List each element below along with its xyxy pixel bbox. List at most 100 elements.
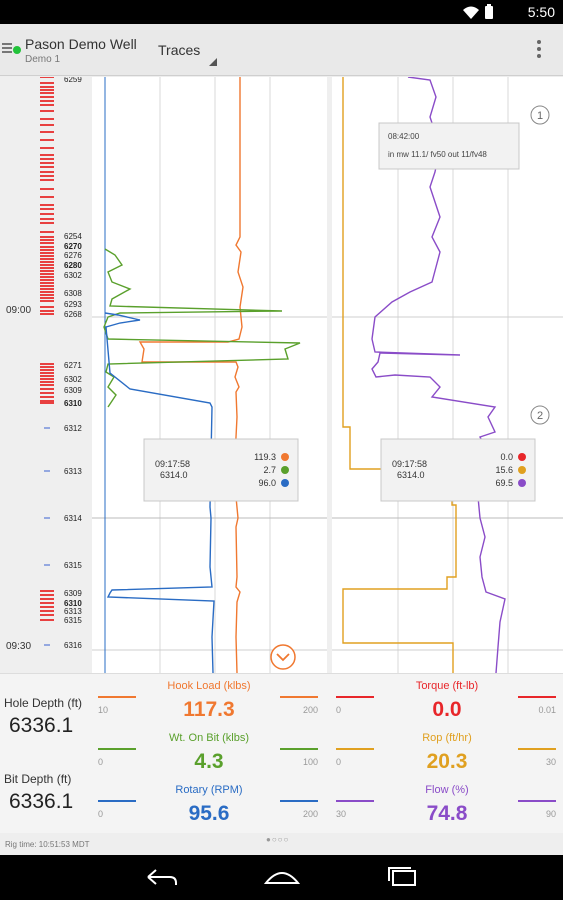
depth-column: 6259625462706276628063026308629362686271… — [40, 77, 82, 650]
traces-chart[interactable]: 6259625462706276628063026308629362686271… — [0, 77, 563, 673]
readout-min: 0 — [98, 809, 104, 819]
annotation-marker-1[interactable] — [530, 105, 550, 125]
view-selector[interactable]: Traces — [158, 42, 201, 58]
battery-icon — [485, 6, 493, 19]
depth-label: 6302 — [64, 271, 82, 280]
readout-min: 0 — [98, 757, 104, 767]
depth-label: 6293 — [64, 300, 82, 309]
readout-line-left — [336, 800, 374, 802]
annotation-time: 08:42:00 — [388, 132, 420, 141]
readout-max: 200 — [302, 809, 318, 819]
readout-value: 0.0 — [432, 698, 462, 721]
readout-max: 100 — [302, 757, 318, 767]
connection-status-dot — [13, 46, 21, 54]
rotary-trace — [104, 312, 215, 673]
readout-label: Torque (ft-lb) — [415, 680, 479, 692]
readout-line-right — [280, 800, 318, 802]
series-dot-icon — [281, 479, 289, 487]
depth-label: 6309 — [64, 386, 82, 395]
series-dot-icon — [518, 479, 526, 487]
readout-line-right — [518, 748, 556, 750]
depth-label: 6259 — [64, 77, 82, 84]
annotation-marker-2[interactable] — [530, 405, 550, 425]
readout-max: 90 — [545, 809, 556, 819]
time-axis: 09:00 09:30 — [6, 305, 31, 652]
readout-max: 30 — [545, 757, 556, 767]
home-icon[interactable] — [262, 865, 302, 889]
readouts-panel: Hole Depth (ft) 6336.1 Bit Depth (ft) 63… — [0, 673, 563, 849]
depth-label: 6313 — [64, 607, 82, 616]
readout-cell[interactable]: Flow (%) 74.8 30 90 — [332, 778, 562, 830]
app-bar: Pason Demo Well Demo 1 Traces — [0, 24, 563, 76]
tooltip-time: 09:17:58 — [392, 459, 427, 469]
marker-2-label: 2 — [537, 410, 543, 422]
readout-line-left — [336, 748, 374, 750]
readout-line-left — [98, 696, 136, 698]
depth-label: 6310 — [64, 599, 82, 608]
readout-label: Hook Load (klbs) — [167, 680, 251, 692]
well-subtitle: Demo 1 — [25, 54, 61, 65]
bit-depth-value: 6336.1 — [9, 790, 74, 813]
depth-label: 6308 — [64, 289, 82, 298]
tooltip-value: 69.5 — [495, 478, 513, 488]
depth-label: 6302 — [64, 375, 82, 384]
depth-label: 6315 — [64, 616, 82, 625]
scroll-down-button[interactable] — [270, 644, 296, 670]
depth-label: 6276 — [64, 251, 82, 260]
readout-value: 95.6 — [188, 802, 230, 825]
depth-label: 6271 — [64, 361, 82, 370]
depth-label: 6280 — [64, 261, 82, 270]
time-label: 09:00 — [6, 305, 31, 316]
readout-max: 200 — [302, 705, 318, 715]
series-dot-icon — [518, 466, 526, 474]
readout-cell[interactable]: Rotary (RPM) 95.6 0 200 — [94, 778, 324, 830]
readout-cell[interactable]: Rop (ft/hr) 20.3 0 30 — [332, 726, 562, 778]
page-indicator[interactable]: ●○○○ — [266, 835, 290, 844]
readout-line-right — [280, 696, 318, 698]
marker-1-label: 1 — [537, 110, 543, 122]
tooltip-value: 2.7 — [263, 465, 276, 475]
status-time: 5:50 — [527, 4, 555, 20]
readout-max: 0.01 — [538, 705, 556, 715]
annotation-popup[interactable]: 08:42:00 in mw 11.1/ fv50 out 11/fv48 — [378, 122, 520, 170]
chevron-down-icon — [276, 653, 290, 662]
flow-trace — [371, 77, 506, 673]
back-icon[interactable] — [140, 865, 180, 889]
readout-cell[interactable]: Torque (ft-lb) 0.0 0 0.01 — [332, 674, 562, 726]
time-label: 09:30 — [6, 641, 31, 652]
tooltip-value: 15.6 — [495, 465, 513, 475]
depth-label: 6316 — [64, 641, 82, 650]
weight-on-bit-trace — [103, 248, 301, 408]
left-track[interactable] — [92, 77, 327, 673]
readout-line-left — [98, 800, 136, 802]
recent-apps-icon[interactable] — [383, 865, 423, 889]
wifi-icon — [463, 6, 479, 19]
readout-value: 74.8 — [426, 802, 468, 825]
navigation-bar — [0, 855, 563, 900]
well-name[interactable]: Pason Demo Well — [25, 36, 137, 52]
readout-value: 117.3 — [183, 698, 235, 721]
readout-line-right — [518, 800, 556, 802]
dropdown-caret-icon[interactable] — [209, 58, 217, 66]
readout-line-left — [98, 748, 136, 750]
hook-load-trace — [138, 77, 244, 673]
menu-icon[interactable] — [2, 43, 12, 55]
tooltip-depth: 6314.0 — [397, 470, 425, 480]
annotation-text: in mw 11.1/ fv50 out 11/fv48 — [388, 150, 487, 159]
status-bar: 5:50 — [0, 0, 563, 24]
tooltip-time: 09:17:58 — [155, 459, 190, 469]
bit-depth-label: Bit Depth (ft) — [4, 772, 72, 786]
series-dot-icon — [281, 466, 289, 474]
tooltip-depth: 6314.0 — [160, 470, 188, 480]
readout-cell[interactable]: Wt. On Bit (klbs) 4.3 0 100 — [94, 726, 324, 778]
depth-label: 6312 — [64, 424, 82, 433]
rig-time: Rig time: 10:51:53 MDT — [5, 840, 90, 849]
readout-min: 0 — [336, 705, 342, 715]
readout-value: 20.3 — [426, 750, 468, 773]
overflow-menu-icon[interactable] — [537, 40, 541, 60]
readout-cell[interactable]: Hook Load (klbs) 117.3 10 200 — [94, 674, 324, 726]
right-track[interactable]: 2 1 — [332, 77, 563, 673]
readout-value: 4.3 — [194, 750, 224, 773]
